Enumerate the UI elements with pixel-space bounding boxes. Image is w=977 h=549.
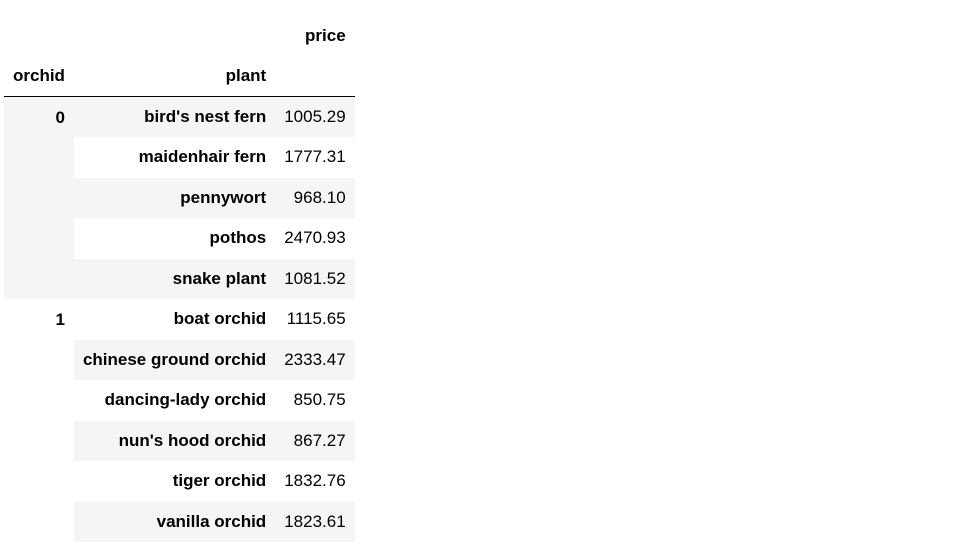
plant-cell: nun's hood orchid	[73, 420, 276, 461]
table-row: chinese ground orchid 2333.47	[4, 339, 355, 380]
plant-cell: pothos	[209, 228, 267, 248]
group-key-cell: 0	[4, 96, 74, 299]
index-name-blank	[275, 56, 355, 97]
index-name-orchid: orchid	[4, 56, 74, 97]
table-header: price orchid plant	[4, 16, 355, 97]
plant-cell: chinese ground orchid	[73, 339, 276, 380]
plant-cell: maidenhair fern	[138, 147, 267, 167]
price-cell: 1115.65	[286, 309, 346, 329]
table-row: nun's hood orchid 867.27	[4, 420, 355, 461]
price-cell: 968.10	[275, 177, 355, 218]
group-key-cell: 1	[55, 310, 65, 329]
table-row: pennywort 968.10	[4, 177, 355, 218]
table-row: maidenhair fern 1777.31	[4, 137, 355, 178]
price-cell: 2470.93	[284, 228, 346, 248]
price-cell: 1777.31	[284, 147, 346, 167]
plant-cell: dancing-lady orchid	[104, 390, 267, 410]
plant-cell: vanilla orchid	[73, 501, 276, 542]
table-row: dancing-lady orchid 850.75	[4, 380, 355, 421]
price-cell: 1823.61	[275, 501, 355, 542]
column-header-price: price	[305, 26, 346, 45]
table-body: 0 bird's nest fern 1005.29 maidenhair fe…	[4, 96, 355, 542]
index-name-plant: plant	[73, 56, 276, 97]
price-cell: 1832.76	[284, 471, 346, 491]
table-row: tiger orchid 1832.76	[4, 461, 355, 502]
column-header-row: price	[4, 16, 355, 56]
table-row: snake plant 1081.52	[4, 258, 355, 299]
table-row: pothos 2470.93	[4, 218, 355, 259]
table-row: 1 boat orchid 1115.65	[4, 299, 355, 340]
dataframe-table: price orchid plant 0 bird's nest fern 10…	[4, 16, 355, 542]
plant-cell: pennywort	[73, 177, 276, 218]
price-cell: 850.75	[293, 390, 346, 410]
price-cell: 867.27	[275, 420, 355, 461]
column-header-blank	[4, 16, 74, 56]
column-header-blank	[74, 16, 275, 56]
price-cell: 1005.29	[275, 96, 355, 137]
plant-cell: boat orchid	[173, 309, 267, 329]
price-cell: 1081.52	[275, 258, 355, 299]
table-row: 0 bird's nest fern 1005.29	[4, 96, 355, 299]
plant-cell: tiger orchid	[172, 471, 267, 491]
index-names-row: orchid plant	[4, 56, 355, 97]
plant-cell: bird's nest fern	[73, 96, 276, 137]
price-cell: 2333.47	[275, 339, 355, 380]
plant-cell: snake plant	[73, 258, 276, 299]
table-row: vanilla orchid 1823.61	[4, 501, 355, 542]
